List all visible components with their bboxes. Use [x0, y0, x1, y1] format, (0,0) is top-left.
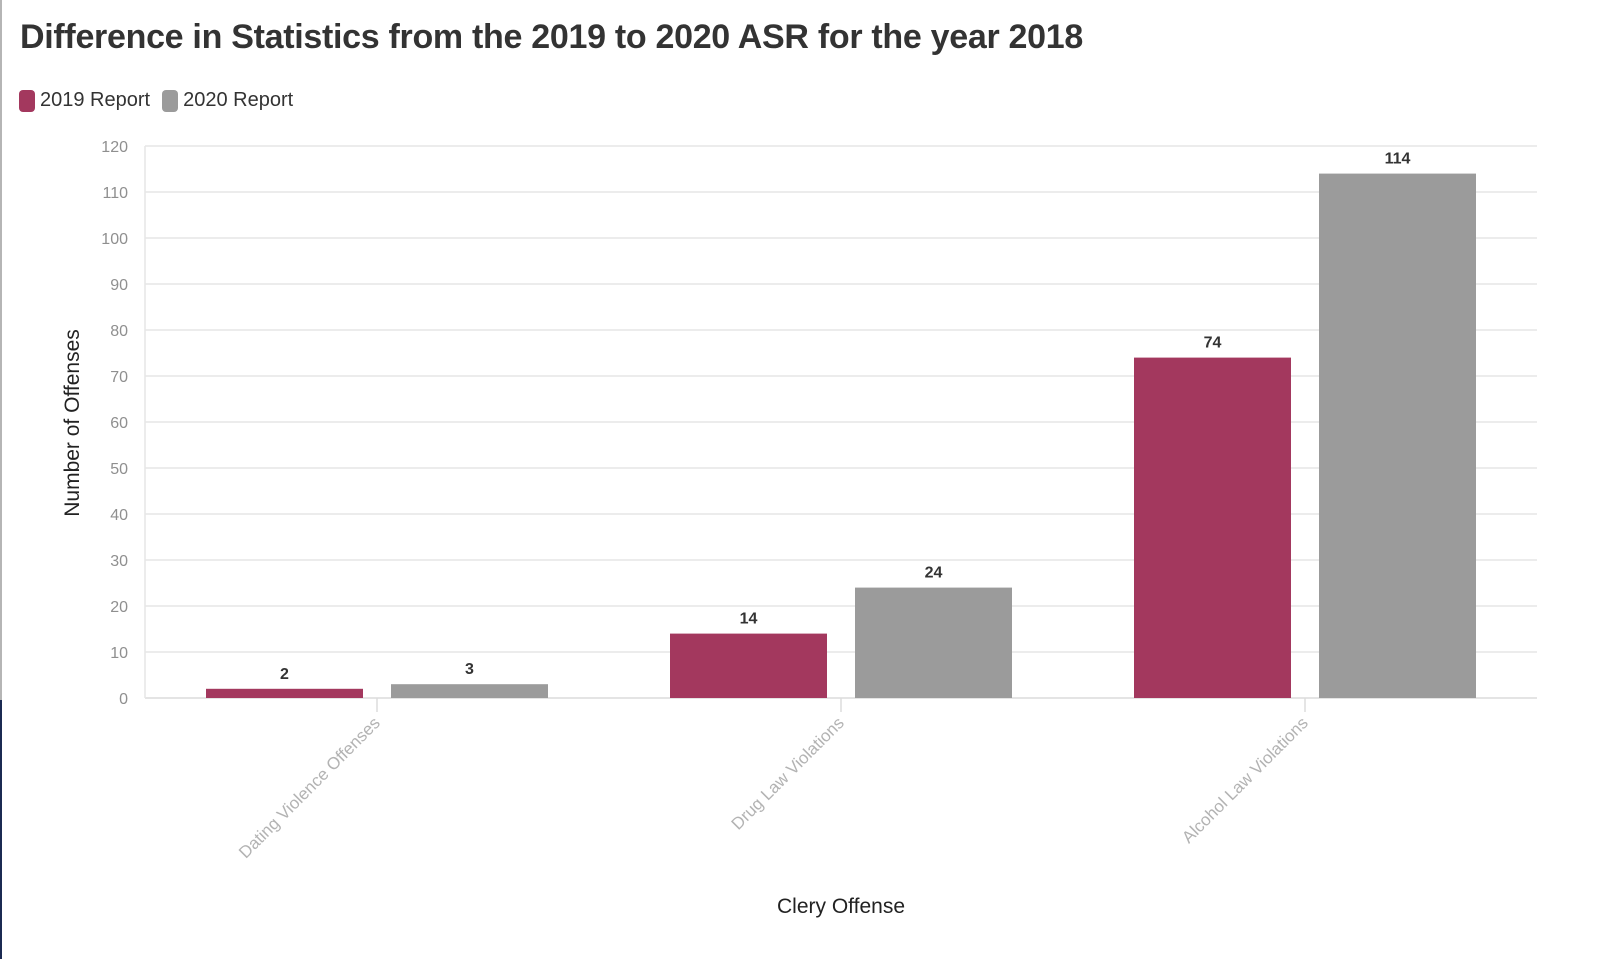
- y-tick-label: 60: [110, 415, 128, 432]
- data-labels: 2 3 14 24 74 114: [280, 151, 1410, 683]
- bar-2020-2[interactable]: [1319, 173, 1476, 699]
- window-edge-dark: [0, 700, 2, 959]
- bars: [206, 173, 1476, 699]
- y-tick-label: 110: [102, 185, 128, 202]
- bar-2020-0[interactable]: [391, 684, 548, 698]
- legend-label-2019: 2019 Report: [40, 89, 151, 111]
- legend-swatch-2019: [19, 89, 35, 112]
- legend-item-2020-report[interactable]: 2020 Report: [162, 89, 293, 112]
- y-tick-label: 70: [110, 369, 128, 386]
- x-axis-ticks: Dating Violence Offenses Drug Law Violati…: [235, 698, 1312, 862]
- y-tick-label: 0: [119, 691, 128, 708]
- bar-2019-1[interactable]: [670, 633, 827, 698]
- data-label: 24: [925, 565, 943, 582]
- bar-2020-1[interactable]: [855, 587, 1012, 698]
- y-axis-title: Number of Offenses: [61, 329, 84, 517]
- y-tick-label: 120: [101, 139, 128, 156]
- legend: 2019 Report 2020 Report: [19, 89, 293, 112]
- x-tick-label: Dating Violence Offenses: [235, 713, 384, 862]
- y-tick-label: 90: [110, 277, 128, 294]
- y-tick-label: 20: [110, 599, 128, 616]
- window-edge: [0, 0, 2, 959]
- y-tick-label: 30: [110, 553, 128, 570]
- bar-2019-0[interactable]: [206, 688, 363, 698]
- data-label: 74: [1204, 335, 1222, 352]
- y-tick-label: 40: [110, 507, 128, 524]
- data-label: 2: [280, 666, 289, 683]
- x-axis-title: Clery Offense: [777, 895, 905, 918]
- y-axis-ticks: 0 10 20 30 40 50 60 70 80 90 100 110 120: [101, 139, 128, 708]
- y-tick-label: 80: [110, 323, 128, 340]
- x-tick-label: Drug Law Violations: [728, 713, 848, 833]
- data-label: 3: [465, 661, 474, 678]
- y-tick-label: 10: [110, 645, 128, 662]
- y-tick-label: 50: [110, 461, 128, 478]
- data-label: 14: [740, 611, 758, 628]
- chart-title: Difference in Statistics from the 2019 t…: [20, 18, 1083, 56]
- data-label: 114: [1385, 151, 1411, 168]
- legend-item-2019-report[interactable]: 2019 Report: [19, 89, 150, 112]
- legend-label-2020: 2020 Report: [183, 89, 294, 111]
- bar-2019-2[interactable]: [1134, 357, 1291, 698]
- legend-swatch-2020: [162, 89, 179, 112]
- x-tick-label: Alcohol Law Violations: [1178, 713, 1311, 846]
- y-tick-label: 100: [101, 231, 128, 248]
